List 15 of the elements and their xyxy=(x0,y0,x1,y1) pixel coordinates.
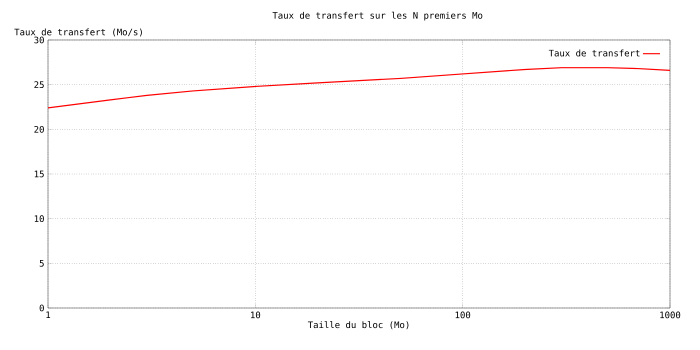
legend-label: Taux de transfert xyxy=(548,50,640,56)
y-tick-label: 0 xyxy=(40,304,44,312)
chart-title: Taux de transfert sur les N premiers Mo xyxy=(272,12,482,20)
y-tick-label: 30 xyxy=(34,36,44,44)
y-tick-label: 15 xyxy=(34,170,44,178)
y-tick-label: 20 xyxy=(34,126,44,133)
x-tick-label: 1000 xyxy=(660,312,680,318)
y-tick-label: 25 xyxy=(34,81,44,88)
y-tick-label: 10 xyxy=(34,215,44,222)
y-tick-label: 5 xyxy=(40,260,44,267)
y-axis-title: Taux de transfert (Mo/s) xyxy=(14,28,142,36)
x-tick-label: 100 xyxy=(456,312,470,318)
x-tick-label: 1 xyxy=(46,312,50,318)
x-axis-title: Taille du bloc (Mo) xyxy=(308,321,408,330)
x-tick-label: 10 xyxy=(251,312,260,318)
